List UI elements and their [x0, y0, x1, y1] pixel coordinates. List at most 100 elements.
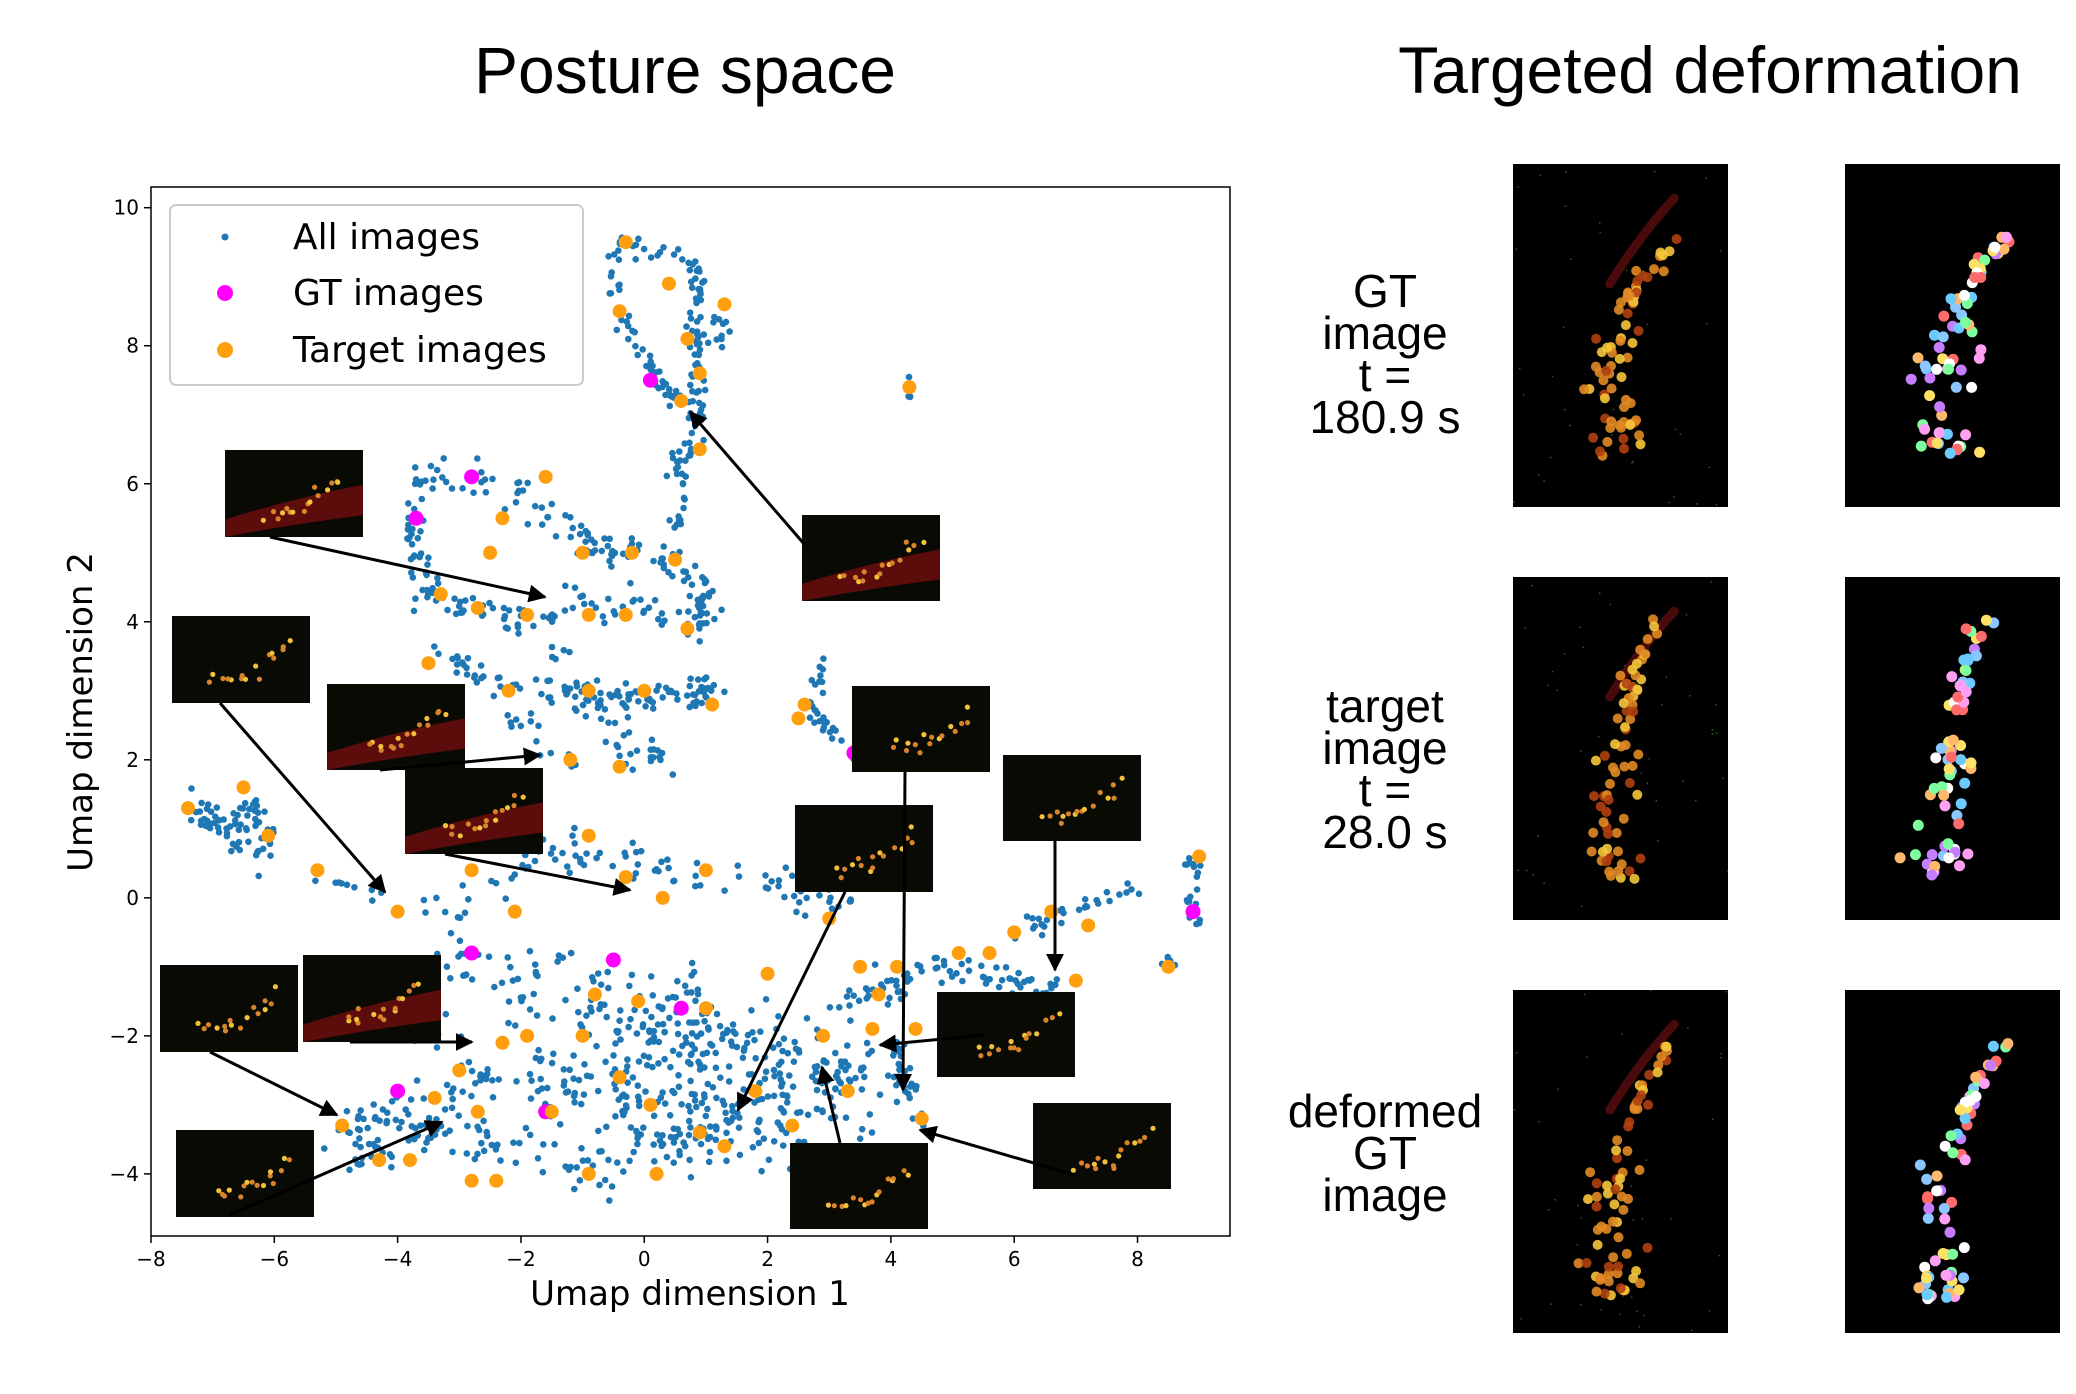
- all-images-point: [993, 964, 1000, 971]
- row-label-line: GT: [1353, 265, 1417, 317]
- all-images-point: [513, 1078, 520, 1085]
- all-images-point: [613, 326, 621, 334]
- all-images-point: [235, 838, 243, 846]
- all-images-point: [755, 1118, 762, 1126]
- all-images-point: [554, 958, 561, 965]
- all-images-point: [566, 1066, 573, 1074]
- all-images-point: [672, 994, 679, 1001]
- all-images-point: [604, 968, 611, 976]
- all-images-point: [229, 840, 237, 848]
- legend-box: [169, 204, 584, 386]
- all-images-point: [468, 1067, 476, 1075]
- all-images-point: [647, 358, 654, 366]
- all-images-point: [504, 625, 512, 632]
- all-images-point: [433, 466, 441, 474]
- target-image-point: [680, 331, 695, 346]
- all-images-point: [890, 1052, 897, 1059]
- all-images-point: [535, 1046, 542, 1054]
- all-images-point: [383, 1119, 390, 1127]
- all-images-point: [518, 997, 525, 1005]
- all-images-point: [624, 714, 632, 721]
- all-images-point: [834, 1068, 841, 1076]
- all-images-point: [410, 505, 418, 513]
- all-images-point: [475, 1126, 483, 1134]
- all-images-point: [782, 864, 790, 871]
- all-images-point: [610, 608, 618, 615]
- all-images-point: [430, 476, 437, 484]
- all-images-point: [717, 1074, 724, 1081]
- all-images-point: [198, 799, 205, 807]
- all-images-point: [726, 328, 733, 335]
- all-images-point: [692, 882, 699, 890]
- all-images-point: [838, 737, 845, 744]
- all-images-point: [635, 1102, 643, 1110]
- all-images-point: [601, 1176, 609, 1184]
- all-images-point: [453, 653, 461, 660]
- all-images-point: [1043, 916, 1051, 924]
- all-images-point: [629, 598, 636, 605]
- all-images-point: [448, 1104, 456, 1112]
- target-image-point: [624, 545, 639, 560]
- all-images-point: [884, 1072, 892, 1079]
- all-images-point: [620, 1091, 627, 1098]
- all-images-point: [609, 550, 616, 558]
- all-images-point: [655, 615, 662, 623]
- all-images-point: [713, 1010, 721, 1018]
- all-images-point: [580, 861, 588, 869]
- all-images-points: [187, 234, 1204, 1204]
- all-images-point: [626, 1157, 633, 1165]
- all-images-point: [470, 489, 477, 497]
- all-images-point: [610, 1052, 617, 1059]
- all-images-point: [692, 361, 699, 369]
- all-images-point: [903, 970, 911, 977]
- all-images-point: [649, 992, 657, 999]
- all-images-point: [640, 1124, 647, 1131]
- all-images-point: [498, 979, 506, 987]
- all-images-point: [682, 1034, 689, 1041]
- all-images-point: [817, 672, 824, 679]
- all-images-point: [770, 1092, 778, 1100]
- target-image-point: [563, 752, 578, 767]
- all-images-point: [501, 506, 509, 513]
- all-images-point: [670, 251, 678, 258]
- all-images-point: [571, 824, 578, 832]
- all-images-point: [207, 820, 214, 827]
- all-images-point: [701, 1017, 708, 1025]
- all-images-point: [764, 1093, 772, 1100]
- all-images-point: [718, 606, 725, 614]
- target-image-point: [1007, 925, 1022, 940]
- all-images-point: [575, 1076, 583, 1084]
- all-images-point: [621, 702, 628, 709]
- all-images-point: [1052, 981, 1059, 989]
- all-images-point: [540, 613, 547, 620]
- target-image-point: [495, 511, 510, 526]
- all-images-point: [673, 690, 680, 697]
- all-images-point: [1035, 915, 1043, 923]
- arrow: [816, 1065, 842, 1144]
- all-images-point: [500, 604, 508, 612]
- all-images-point: [659, 1089, 666, 1096]
- all-images-point: [646, 352, 654, 360]
- all-images-point: [485, 953, 493, 960]
- all-images-point: [743, 1039, 751, 1047]
- all-images-point: [533, 738, 540, 745]
- all-images-point: [685, 1102, 692, 1110]
- all-images-point: [659, 1132, 666, 1139]
- all-images-point: [501, 612, 509, 620]
- all-images-point: [647, 254, 655, 261]
- all-images-point: [692, 872, 699, 880]
- all-images-point: [593, 677, 601, 684]
- all-images-point: [769, 1044, 777, 1051]
- all-images-point: [674, 696, 681, 703]
- target-image-point: [890, 959, 905, 974]
- all-images-point: [452, 610, 460, 618]
- y-axis-ticks: −4 −2 0 2 4 6 8 10: [110, 196, 151, 1186]
- all-images-point: [444, 606, 451, 614]
- x-tick-label: 4: [885, 1247, 898, 1271]
- target-image-point: [853, 959, 868, 974]
- target-image-point: [637, 683, 652, 698]
- row-label-line: 28.0 s: [1322, 806, 1448, 858]
- all-images-point: [676, 448, 683, 455]
- all-images-point: [658, 749, 666, 757]
- all-images-point: [633, 1030, 641, 1037]
